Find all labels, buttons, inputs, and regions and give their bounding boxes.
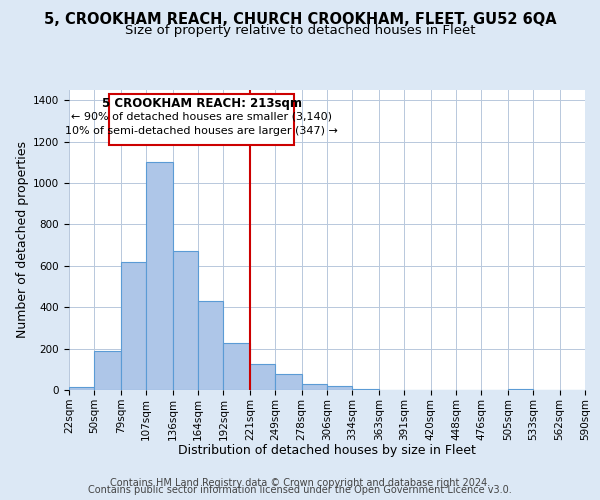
Bar [250,364,275,390]
Bar [352,389,379,390]
Y-axis label: Number of detached properties: Number of detached properties [16,142,29,338]
Text: Size of property relative to detached houses in Fleet: Size of property relative to detached ho… [125,24,475,37]
Bar [275,374,302,390]
Bar [121,262,146,390]
Text: ← 90% of detached houses are smaller (3,140): ← 90% of detached houses are smaller (3,… [71,112,332,122]
FancyBboxPatch shape [109,94,294,145]
Bar [223,344,250,390]
Bar [146,162,173,390]
Bar [173,252,198,390]
Bar [94,350,121,390]
Bar [327,386,352,390]
Bar [198,301,223,390]
Bar [508,389,533,390]
X-axis label: Distribution of detached houses by size in Fleet: Distribution of detached houses by size … [178,444,476,457]
Bar [302,384,327,390]
Text: 10% of semi-detached houses are larger (347) →: 10% of semi-detached houses are larger (… [65,126,338,136]
Text: 5 CROOKHAM REACH: 213sqm: 5 CROOKHAM REACH: 213sqm [101,97,302,110]
Text: 5, CROOKHAM REACH, CHURCH CROOKHAM, FLEET, GU52 6QA: 5, CROOKHAM REACH, CHURCH CROOKHAM, FLEE… [44,12,556,28]
Bar [69,387,94,390]
Text: Contains public sector information licensed under the Open Government Licence v3: Contains public sector information licen… [88,485,512,495]
Text: Contains HM Land Registry data © Crown copyright and database right 2024.: Contains HM Land Registry data © Crown c… [110,478,490,488]
